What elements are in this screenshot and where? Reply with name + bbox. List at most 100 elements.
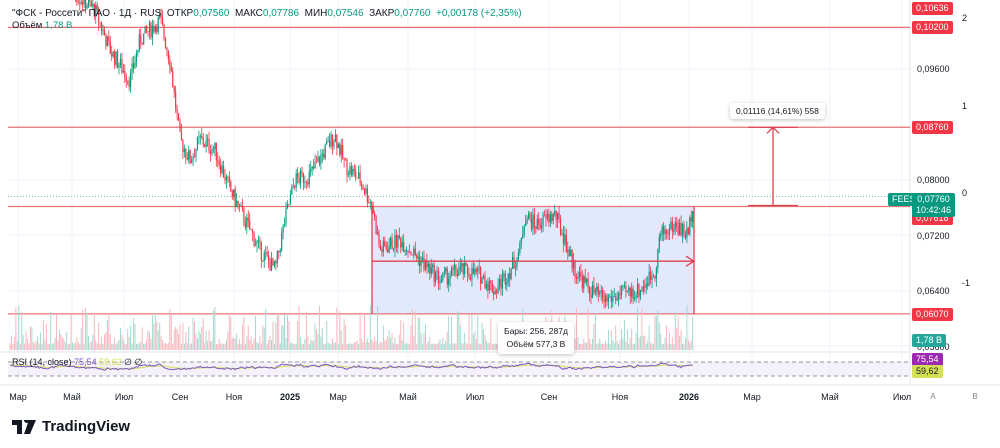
volume-bar [430, 343, 432, 350]
volume-bar [636, 306, 638, 350]
log-scale-button[interactable]: B [972, 392, 978, 401]
candle-body [343, 158, 345, 160]
candle-body [206, 138, 209, 141]
candle-body [177, 113, 180, 121]
candle-body [485, 283, 488, 289]
volume-bar [320, 336, 322, 350]
volume-bar [294, 343, 296, 350]
candle-body [649, 271, 652, 280]
candle-body [344, 159, 347, 160]
volume-bar [609, 343, 611, 350]
volume-bar [448, 316, 450, 350]
candle-body [591, 285, 594, 298]
volume-bar [668, 332, 670, 350]
candle-body [398, 235, 400, 239]
volume-bar [419, 317, 421, 350]
candle-body [626, 291, 628, 292]
volume-bar [109, 333, 111, 350]
candle-body [636, 284, 639, 295]
volume-bar [385, 339, 387, 350]
volume-bar [286, 315, 288, 350]
volume-bar [50, 311, 52, 350]
rsi-label[interactable]: RSI (14, close) [12, 357, 72, 367]
time-axis-label: Мар [743, 392, 761, 402]
candle-body [381, 249, 383, 252]
volume-bar [590, 343, 592, 350]
level-tag: 0,06070 [912, 308, 953, 321]
volume-bar [44, 339, 46, 350]
volume-bar [166, 343, 168, 350]
candle-body [503, 273, 505, 276]
volume-bar [345, 325, 347, 350]
volume-bar [221, 343, 223, 350]
volume-bar [599, 338, 601, 350]
rsi-value: 75,54 [74, 357, 97, 367]
volume-bar [381, 342, 383, 350]
candle-body [436, 271, 438, 273]
candle-body [278, 250, 280, 253]
time-axis-label: 2026 [678, 392, 700, 402]
symbol-name[interactable]: "ФСК - Россети" ПАО [12, 8, 111, 19]
volume-bar [671, 337, 673, 350]
candle-body [552, 213, 554, 221]
tradingview-logo[interactable]: TradingView [12, 418, 130, 435]
interval[interactable]: 1Д [118, 8, 132, 19]
volume-bar [615, 325, 617, 350]
volume-bar [28, 343, 30, 350]
volume-bar [602, 343, 604, 350]
candle-body [127, 80, 129, 82]
candle-body [519, 243, 521, 253]
candle-body [480, 267, 482, 284]
candle-body [472, 268, 474, 275]
candle-body [464, 262, 466, 275]
volume-bar [207, 341, 209, 350]
candle-body [545, 215, 547, 219]
volume-bar [403, 322, 405, 350]
volume-bar [66, 331, 68, 350]
volume-bar [321, 328, 323, 350]
candle-body [310, 169, 312, 172]
volume-bar [239, 339, 241, 350]
candle-body [513, 257, 515, 269]
candle-body [86, 5, 88, 9]
candle-body [196, 137, 199, 150]
volume-bar [236, 334, 238, 350]
time-axis-label: Мар [9, 392, 27, 402]
volume-bar [337, 343, 339, 350]
candle-body [217, 160, 219, 161]
volume-bar [272, 321, 274, 350]
volume-bar [125, 343, 127, 350]
open-value: 0,07560 [193, 8, 230, 19]
auto-scale-button[interactable]: A [930, 392, 936, 401]
volume-bar [622, 338, 624, 350]
volume-bar [628, 344, 630, 350]
candle-body [400, 238, 402, 248]
candle-body [529, 213, 531, 219]
candle-body [272, 258, 274, 266]
volume-bar [240, 343, 242, 350]
volume-bar [581, 343, 583, 350]
candle-body [237, 200, 239, 205]
candle-body [610, 296, 612, 302]
volume-bar [445, 340, 447, 350]
candle-body [180, 131, 183, 140]
volume-bar [391, 333, 393, 350]
candle-body [202, 137, 204, 145]
candle-body [281, 232, 283, 251]
candle-body [606, 295, 608, 302]
volume-bar [121, 334, 123, 350]
volume-bar [660, 333, 662, 350]
volume-bar [234, 338, 236, 350]
volume-bar [591, 339, 593, 350]
candle-body [575, 276, 578, 279]
candle-body [680, 223, 682, 236]
last-price: 0,07760 [917, 194, 950, 204]
volume-bar [485, 340, 487, 350]
candle-body [109, 40, 111, 54]
candle-body [684, 234, 687, 238]
volume-bar [468, 314, 470, 350]
candle-body [283, 223, 286, 226]
volume-bar [596, 343, 598, 350]
candle-body [211, 149, 213, 154]
